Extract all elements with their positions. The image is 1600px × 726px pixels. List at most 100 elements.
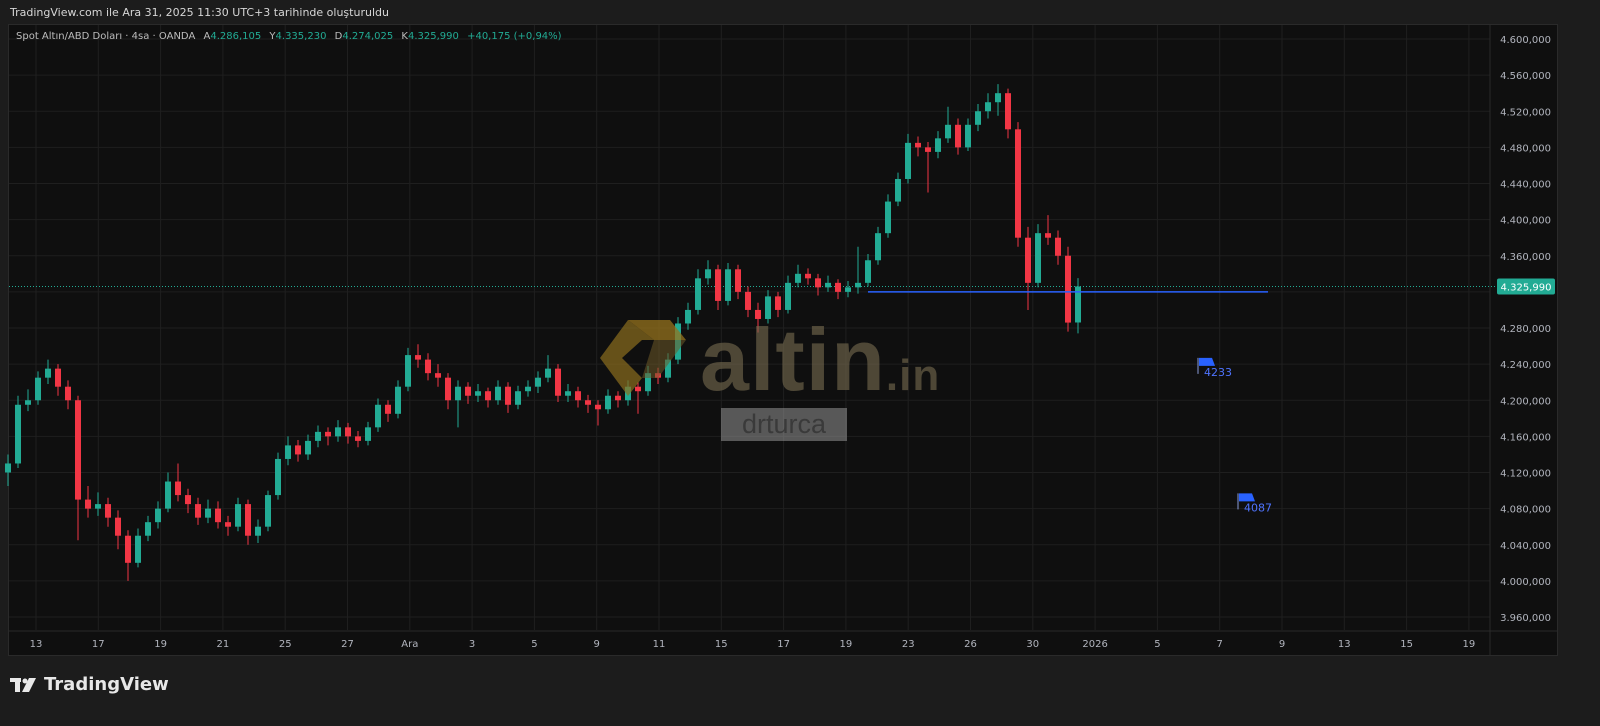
candle-body <box>645 373 651 392</box>
candle-body <box>25 400 31 405</box>
x-tick-label: 23 <box>902 639 915 650</box>
x-tick-label: 2026 <box>1082 639 1107 650</box>
candle <box>635 382 641 414</box>
tradingview-logo[interactable]: TradingView <box>10 674 169 695</box>
last-price-tag <box>1497 278 1555 295</box>
candle-body <box>775 296 781 310</box>
candle-body <box>1075 286 1081 323</box>
candle <box>285 436 291 466</box>
y-tick-label: 4.080,000 <box>1500 505 1551 516</box>
candle <box>865 253 871 287</box>
candle <box>595 400 601 426</box>
candle <box>725 262 731 306</box>
y-tick-label: 3.960,000 <box>1500 613 1551 624</box>
x-tick-label: 5 <box>1154 639 1160 650</box>
candle <box>815 273 821 296</box>
candle-body <box>1025 237 1031 283</box>
candle-body <box>135 535 141 563</box>
x-tick-label: 11 <box>653 639 666 650</box>
candle-body <box>115 517 121 536</box>
candle-body <box>55 368 61 387</box>
candle <box>245 499 251 545</box>
candle <box>375 398 381 432</box>
y-tick-label: 4.240,000 <box>1500 360 1551 371</box>
candle-body <box>875 233 881 261</box>
y-tick-label: 4.200,000 <box>1500 396 1551 407</box>
candle <box>615 391 621 408</box>
low-label: D <box>334 31 343 42</box>
x-tick-label: 15 <box>1400 639 1413 650</box>
candle-body <box>365 427 371 441</box>
candle-body <box>615 395 621 401</box>
candle-body <box>1045 233 1051 238</box>
candle <box>515 385 521 410</box>
candle-body <box>355 436 361 441</box>
candle <box>485 387 491 408</box>
x-tick-label: 9 <box>1279 639 1285 650</box>
candle <box>805 268 811 285</box>
candle <box>105 497 111 527</box>
candle <box>25 389 31 412</box>
candle <box>335 420 341 442</box>
candle <box>55 364 61 396</box>
candle <box>845 281 851 298</box>
candle <box>185 488 191 514</box>
candle <box>585 394 591 413</box>
candle-body <box>475 391 481 396</box>
candle <box>745 286 751 318</box>
candle-body <box>65 386 71 401</box>
y-tick-label: 4.160,000 <box>1500 432 1551 443</box>
candle-body <box>725 269 731 301</box>
high-label: Y <box>269 31 276 42</box>
candle-body <box>865 260 871 283</box>
chart-frame[interactable] <box>8 24 1558 656</box>
candle-body <box>965 124 971 148</box>
candle <box>205 499 211 524</box>
candle-body <box>455 386 461 401</box>
candle <box>255 519 261 543</box>
candle-body <box>975 111 981 125</box>
candle-body <box>995 93 1001 103</box>
x-tick-label: 5 <box>531 639 537 650</box>
candle <box>385 400 391 422</box>
candle <box>535 371 541 394</box>
open-label: A <box>203 31 211 42</box>
candle <box>565 383 571 403</box>
candle <box>825 275 831 292</box>
x-tick-label: 9 <box>594 639 600 650</box>
candle-body <box>605 395 611 410</box>
candle-body <box>285 445 291 459</box>
candle <box>605 389 611 414</box>
candle <box>1025 226 1031 310</box>
candle <box>325 427 331 446</box>
candle-body <box>785 282 791 310</box>
footer-brand: TradingView <box>44 674 169 695</box>
x-tick-label: 3 <box>469 639 475 650</box>
candle-body <box>315 431 321 441</box>
x-tick-label: 30 <box>1026 639 1039 650</box>
candle-body <box>525 386 531 392</box>
candle <box>925 141 931 193</box>
candle <box>405 347 411 392</box>
candle-body <box>505 386 511 405</box>
candle-body <box>635 386 641 392</box>
candle-body <box>925 147 931 152</box>
candle <box>125 530 131 581</box>
x-tick-label: 26 <box>964 639 977 650</box>
y-tick-label: 4.560,000 <box>1500 71 1551 82</box>
candle-body <box>495 386 501 401</box>
candle <box>685 302 691 330</box>
high-value: 4.335,230 <box>275 31 327 42</box>
candle-body <box>1055 237 1061 256</box>
candle-body <box>245 504 251 536</box>
candle <box>985 93 991 119</box>
change-value: +40,175 (+0,94%) <box>467 31 562 42</box>
flag-marker: 4087 <box>1237 493 1272 514</box>
candle-body <box>185 495 191 505</box>
candle-body <box>425 359 431 374</box>
y-tick-label: 4.120,000 <box>1500 469 1551 480</box>
candle <box>995 84 1001 116</box>
candle <box>545 355 551 383</box>
x-tick-label: 15 <box>715 639 728 650</box>
